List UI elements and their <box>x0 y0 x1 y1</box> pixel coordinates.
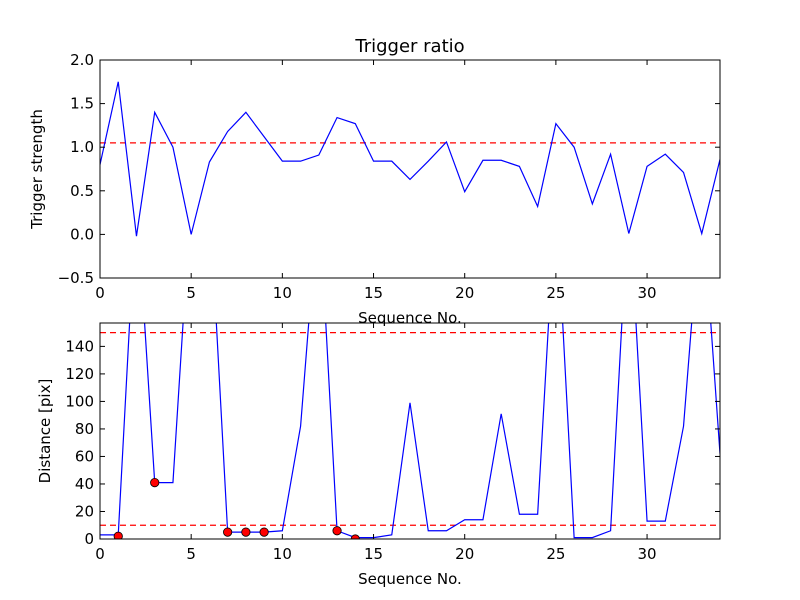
bottom-y-axis-label: Distance [pix] <box>36 379 54 484</box>
top-x-tick-label: 30 <box>638 284 657 302</box>
bottom-x-axis-label: Sequence No. <box>358 570 462 588</box>
bottom-y-tick-label: 60 <box>75 447 94 465</box>
bottom-data-point <box>223 527 233 537</box>
top-x-tick-label: 25 <box>546 284 565 302</box>
bottom-data-point <box>113 531 123 539</box>
bottom-plot-area <box>100 323 720 539</box>
bottom-x-tick-label: 30 <box>638 545 657 563</box>
top-y-tick-label: 0.0 <box>70 225 94 243</box>
top-y-tick-label: 1.0 <box>70 138 94 156</box>
top-x-tick-label: 10 <box>273 284 292 302</box>
top-plot-area <box>100 81 720 237</box>
bottom-data-point <box>150 477 160 488</box>
bottom-y-tick-label: 100 <box>65 392 94 410</box>
top-y-tick-label: 0.5 <box>70 182 94 200</box>
bottom-data-point <box>241 527 251 537</box>
top-x-tick-label: 20 <box>455 284 474 302</box>
top-series-line <box>100 81 720 237</box>
top-y-tick-label: 2.0 <box>70 51 94 69</box>
top-y-tick-label: 1.5 <box>70 95 94 113</box>
top-chart: Trigger ratio 0 5 10 15 20 25 30 −0.5 0.0 0.5 1.0 1.… <box>28 36 721 327</box>
top-x-tick-label: 5 <box>186 284 196 302</box>
bottom-y-tick-label: 40 <box>75 475 94 493</box>
bottom-x-tick-label: 20 <box>455 545 474 563</box>
bottom-x-tick-label: 25 <box>546 545 565 563</box>
top-y-tick-label: −0.5 <box>58 269 94 287</box>
bottom-y-tick-label: 80 <box>75 420 94 438</box>
bottom-x-tick-label: 10 <box>273 545 292 563</box>
top-x-tick-label: 0 <box>95 284 105 302</box>
bottom-y-tick-label: 120 <box>65 365 94 383</box>
top-x-tick-label: 15 <box>364 284 383 302</box>
bottom-x-tick-label: 15 <box>364 545 383 563</box>
bottom-series-line <box>100 323 720 539</box>
bottom-y-tick-label: 140 <box>65 337 94 355</box>
bottom-data-point <box>332 526 342 536</box>
bottom-data-point <box>259 527 269 537</box>
bottom-x-tick-label: 5 <box>186 545 196 563</box>
bottom-axes-frame <box>99 322 721 540</box>
bottom-y-tick-label: 0 <box>84 530 94 548</box>
bottom-y-tick-label: 20 <box>75 502 94 520</box>
top-y-axis-label: Trigger strength <box>28 109 46 230</box>
top-axes-frame <box>99 59 721 279</box>
chart-title: Trigger ratio <box>354 36 464 57</box>
bottom-chart: 0 5 10 15 20 25 30 0 20 40 60 80 100 120 140 Sequence N… <box>36 322 721 588</box>
bottom-x-tick-label: 0 <box>95 545 105 563</box>
